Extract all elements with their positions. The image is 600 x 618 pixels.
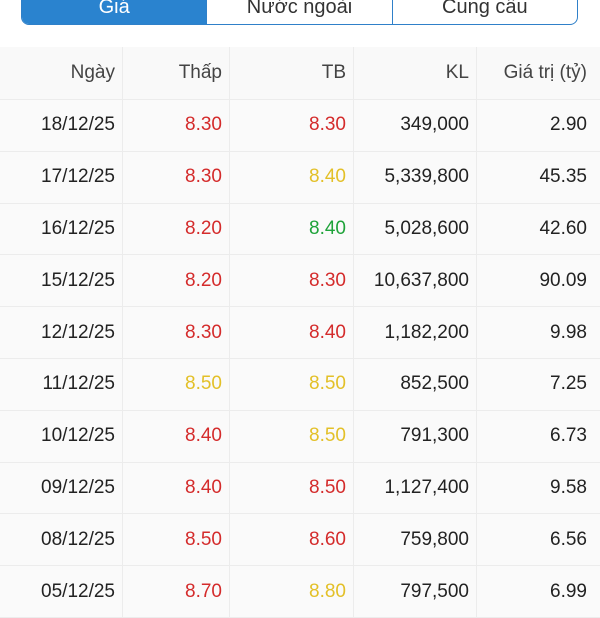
value-cell: 6.56 [550, 528, 587, 550]
table-row[interactable]: 09/12/25 8.40 8.50 1,127,400 9.58 [0, 462, 600, 515]
value-cell: 45.35 [539, 166, 587, 188]
table-body: 18/12/25 8.30 8.30 349,000 2.90 17/12/25 8.30 8… [0, 100, 600, 618]
table-row[interactable]: 12/12/25 8.30 8.40 1,182,200 9.98 [0, 307, 600, 359]
low-cell: 8.50 [123, 514, 230, 566]
low-cell: 8.30 [123, 100, 230, 151]
date-cell: 15/12/25 [0, 255, 123, 307]
low-cell: 8.70 [123, 566, 230, 617]
value-cell: 2.90 [550, 114, 587, 136]
table-row[interactable]: 10/12/25 8.40 8.50 791,300 6.73 [0, 410, 600, 463]
tab-bar: Giá Nước ngoài Cung cầu [21, 0, 578, 25]
average-cell: 8.30 [230, 100, 354, 151]
low-cell: 8.30 [123, 307, 230, 358]
value-cell: 9.58 [550, 476, 587, 498]
volume-cell: 1,182,200 [354, 307, 477, 358]
value-cell: 9.98 [550, 321, 587, 343]
date-cell: 12/12/25 [0, 307, 123, 358]
date-cell: 16/12/25 [0, 203, 123, 255]
date-cell: 08/12/25 [0, 514, 123, 566]
average-cell: 8.30 [230, 255, 354, 307]
volume-cell: 5,339,800 [354, 151, 477, 203]
average-cell: 8.50 [230, 358, 354, 410]
average-cell: 8.60 [230, 514, 354, 566]
average-cell: 8.50 [230, 462, 354, 514]
date-cell: 11/12/25 [0, 358, 123, 410]
low-cell: 8.20 [123, 203, 230, 255]
table-row[interactable]: 08/12/25 8.50 8.60 759,800 6.56 [0, 514, 600, 567]
value-cell: 7.25 [550, 373, 587, 395]
date-cell: 10/12/25 [0, 410, 123, 462]
header-low[interactable]: Thấp [123, 47, 230, 99]
volume-cell: 852,500 [354, 358, 477, 410]
value-cell: 42.60 [539, 217, 587, 239]
average-cell: 8.40 [230, 307, 354, 358]
price-history-table: Ngày Thấp TB KL Giá trị (tỷ) 18/12/25 8.3… [0, 47, 600, 618]
volume-cell: 791,300 [354, 410, 477, 462]
header-value[interactable]: Giá trị (tỷ) [503, 62, 587, 83]
tab-foreign[interactable]: Nước ngoài [206, 0, 391, 24]
average-cell: 8.40 [230, 151, 354, 203]
volume-cell: 1,127,400 [354, 462, 477, 514]
value-cell: 90.09 [539, 269, 587, 291]
low-cell: 8.40 [123, 462, 230, 514]
volume-cell: 5,028,600 [354, 203, 477, 255]
volume-cell: 10,637,800 [354, 255, 477, 307]
low-cell: 8.20 [123, 255, 230, 307]
header-volume[interactable]: KL [354, 47, 477, 99]
tab-supply-demand[interactable]: Cung cầu [391, 0, 577, 24]
table-row[interactable]: 18/12/25 8.30 8.30 349,000 2.90 [0, 100, 600, 152]
volume-cell: 759,800 [354, 514, 477, 566]
low-cell: 8.40 [123, 410, 230, 462]
tab-price[interactable]: Giá [22, 0, 207, 24]
date-cell: 18/12/25 [0, 100, 123, 151]
table-header: Ngày Thấp TB KL Giá trị (tỷ) [0, 47, 600, 100]
date-cell: 05/12/25 [0, 566, 123, 617]
value-cell: 6.73 [550, 425, 587, 447]
table-row[interactable]: 11/12/25 8.50 8.50 852,500 7.25 [0, 358, 600, 411]
volume-cell: 349,000 [354, 100, 477, 151]
table-row[interactable]: 05/12/25 8.70 8.80 797,500 6.99 [0, 566, 600, 618]
date-cell: 17/12/25 [0, 151, 123, 203]
header-average[interactable]: TB [230, 47, 354, 99]
average-cell: 8.50 [230, 410, 354, 462]
table-row[interactable]: 15/12/25 8.20 8.30 10,637,800 90.09 [0, 255, 600, 308]
average-cell: 8.40 [230, 203, 354, 255]
value-cell: 6.99 [550, 580, 587, 602]
date-cell: 09/12/25 [0, 462, 123, 514]
average-cell: 8.80 [230, 566, 354, 617]
header-date[interactable]: Ngày [0, 47, 123, 99]
low-cell: 8.30 [123, 151, 230, 203]
volume-cell: 797,500 [354, 566, 477, 617]
low-cell: 8.50 [123, 358, 230, 410]
table-row[interactable]: 16/12/25 8.20 8.40 5,028,600 42.60 [0, 203, 600, 256]
table-row[interactable]: 17/12/25 8.30 8.40 5,339,800 45.35 [0, 151, 600, 204]
